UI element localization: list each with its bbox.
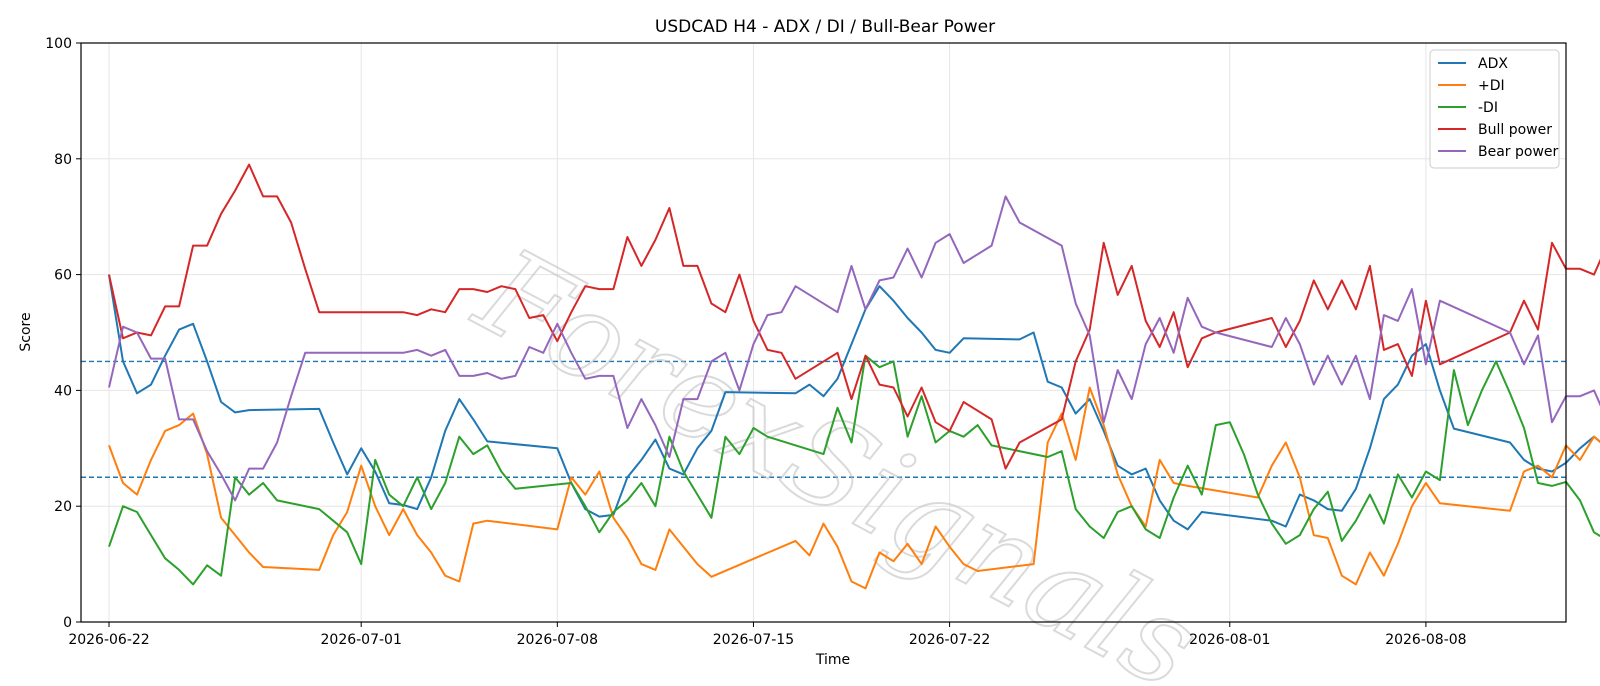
- x-tick-label: 2026-07-15: [713, 632, 794, 648]
- y-tick-label: 0: [63, 615, 72, 631]
- x-axis-title: Time: [815, 652, 850, 668]
- x-tick-label: 2026-07-22: [909, 632, 990, 648]
- y-axis-title: Score: [18, 312, 34, 351]
- y-tick-label: 80: [54, 152, 72, 168]
- series-line-bear-power: [108, 195, 1600, 502]
- y-tick-label: 20: [54, 499, 72, 515]
- legend-box: [1429, 49, 1560, 169]
- plot-frame: [80, 42, 1567, 623]
- y-tick-label: 100: [45, 36, 72, 52]
- y-tick-label: 60: [54, 268, 72, 284]
- y-tick-label: 40: [54, 383, 72, 399]
- y-axis-ticks: 0 20 40 60 80 100: [45, 36, 81, 631]
- x-tick-label: 2026-06-22: [68, 632, 149, 648]
- legend-label: +DI: [1478, 78, 1505, 94]
- legend-label: -DI: [1478, 100, 1498, 116]
- x-axis-ticks: 2026-06-22 2026-07-01 2026-07-08 2026-07-15…: [68, 622, 1467, 648]
- x-tick-label: 2026-08-08: [1385, 632, 1466, 648]
- series-line-di: [108, 386, 1600, 590]
- series-line-di: [108, 354, 1600, 586]
- chart-title: USDCAD H4 - ADX / DI / Bull-Bear Power: [655, 17, 995, 37]
- legend: ADX +DI -DI Bull power Bear power: [1429, 49, 1560, 169]
- watermark: ForexSignals: [455, 222, 1221, 686]
- x-tick-label: 2026-07-08: [517, 632, 598, 648]
- series-lines: [108, 163, 1600, 590]
- series-line-bull-power: [108, 163, 1600, 470]
- series-line-adx: [108, 274, 1600, 531]
- legend-label: ADX: [1478, 56, 1508, 72]
- x-tick-label: 2026-07-01: [321, 632, 402, 648]
- legend-label: Bear power: [1478, 144, 1559, 160]
- x-tick-label: 2026-08-01: [1189, 632, 1270, 648]
- legend-label: Bull power: [1478, 122, 1552, 138]
